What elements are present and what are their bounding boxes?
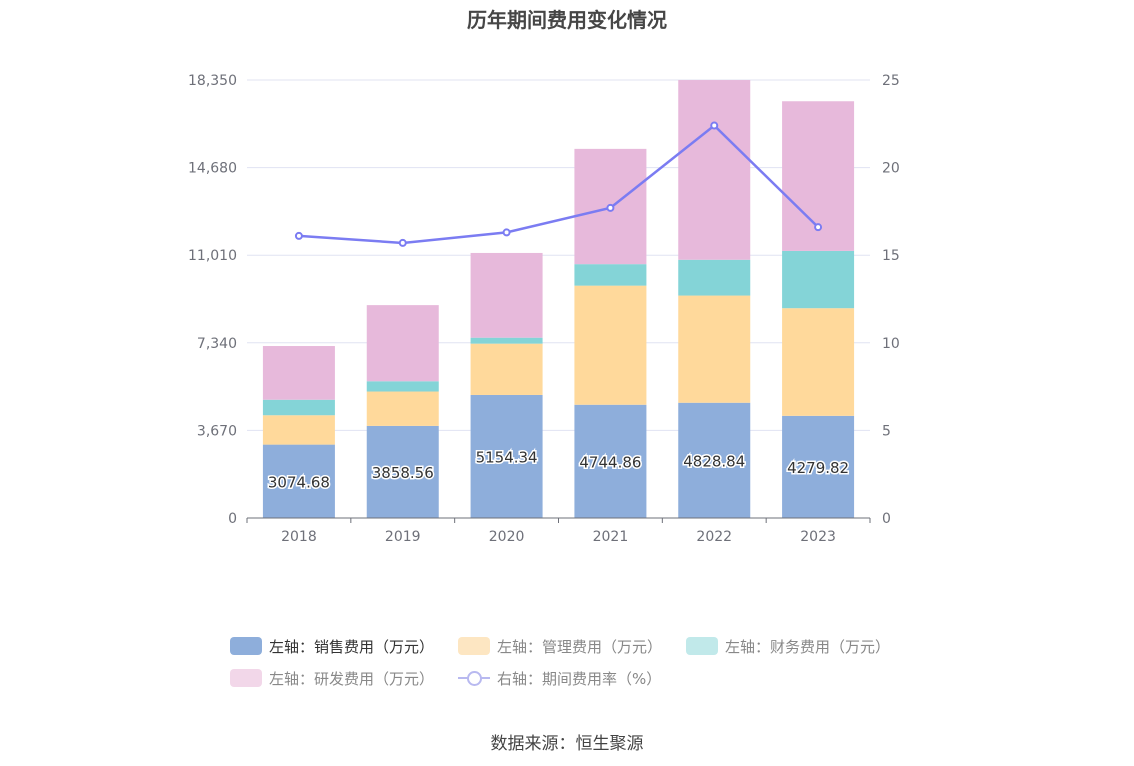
- bar-segment-4: [470, 252, 543, 338]
- expense-rate-line: [298, 123, 819, 245]
- legend-item-admin[interactable]: 左轴：管理费用（万元）: [458, 636, 662, 657]
- bar-segment-2: [574, 285, 647, 405]
- y-left-tick-label: 18,350: [188, 73, 237, 89]
- expense-rate-point: [294, 231, 303, 240]
- bar-data-label: 3858.56: [372, 464, 434, 482]
- legend-item-rnd[interactable]: 左轴：研发费用（万元）: [230, 668, 434, 689]
- bar-segment-4: [262, 346, 335, 400]
- bar-segment-1: [782, 415, 855, 518]
- legend-label-rnd: 左轴：研发费用（万元）: [269, 669, 435, 688]
- y-right-tick-label: 10: [882, 336, 900, 352]
- expense-rate-point: [814, 223, 823, 232]
- bar-segment-1: [574, 404, 647, 518]
- bar-data-label: 4279.82: [787, 459, 849, 477]
- legend-swatch-rnd: [230, 669, 262, 687]
- y-right-tick-label: 25: [882, 73, 900, 89]
- bar-segment-1: [678, 402, 751, 518]
- bar-segment-3: [782, 250, 855, 309]
- bar-data-label: 4744.86: [579, 453, 641, 471]
- legend-label-finance: 左轴：财务费用（万元）: [725, 637, 891, 656]
- y-right-tick-label: 5: [882, 423, 891, 439]
- x-tick-label: 2018: [281, 529, 317, 545]
- bar-segment-1: [366, 425, 439, 518]
- bar-segment-3: [678, 259, 751, 296]
- x-tick-label: 2023: [800, 529, 836, 545]
- y-left-tick-label: 7,340: [197, 336, 237, 352]
- legend-label-admin: 左轴：管理费用（万元）: [497, 637, 663, 656]
- bar-segment-4: [678, 80, 751, 260]
- bar-segment-1: [470, 394, 543, 518]
- bar-segment-2: [782, 308, 855, 416]
- bar-segment-2: [678, 295, 751, 403]
- expense-rate-point: [398, 238, 407, 247]
- y-right-tick-label: 20: [882, 161, 900, 177]
- y-right-tick-label: 0: [882, 511, 891, 527]
- x-tick-label: 2019: [385, 529, 421, 545]
- bar-segment-1: [262, 444, 335, 518]
- bar-segment-4: [366, 305, 439, 382]
- x-tick-label: 2022: [696, 529, 732, 545]
- bar-segment-3: [470, 337, 543, 344]
- legend-item-finance[interactable]: 左轴：财务费用（万元）: [686, 636, 890, 657]
- legend-item-expense-rate[interactable]: 右轴：期间费用率（%）: [458, 668, 661, 689]
- chart-title: 历年期间费用变化情况: [467, 8, 667, 32]
- y-left-tick-label: 14,680: [188, 161, 237, 177]
- legend-swatch-expense-rate: [458, 669, 491, 687]
- legend-item-sales[interactable]: 左轴：销售费用（万元）: [230, 636, 434, 657]
- bar-segment-3: [574, 264, 647, 286]
- expense-rate-point: [606, 203, 615, 212]
- bar-data-label: 4828.84: [683, 452, 745, 470]
- legend-swatch-finance: [686, 637, 719, 655]
- x-tick-label: 2021: [593, 529, 629, 545]
- bar-segment-3: [366, 381, 439, 392]
- bar-data-label: 3074.68: [268, 473, 330, 491]
- legend-label-expense-rate: 右轴：期间费用率（%）: [497, 669, 662, 688]
- y-left-tick-label: 3,670: [197, 423, 237, 439]
- legend-swatch-admin: [458, 637, 491, 655]
- bar-data-label: 5154.34: [476, 448, 538, 466]
- expense-rate-point: [502, 228, 511, 237]
- x-tick-label: 2020: [489, 529, 525, 545]
- y-left-tick-label: 0: [228, 511, 237, 527]
- expense-rate-point: [710, 121, 719, 130]
- legend-label-sales: 左轴：销售费用（万元）: [269, 637, 435, 656]
- chart-legend: 左轴：销售费用（万元） 左轴：管理费用（万元） 左轴：财务费用（万元） 左轴：研…: [230, 630, 930, 694]
- y-right-tick-label: 15: [882, 248, 900, 264]
- legend-swatch-sales: [230, 637, 262, 655]
- bar-segment-2: [366, 391, 439, 426]
- bar-segment-2: [262, 415, 335, 445]
- chart-plot: 0 3,670 7,340 11,010 14,680 18,350 0 5 10 15 20 25 2…: [188, 73, 900, 545]
- y-left-tick-label: 11,010: [188, 248, 237, 264]
- data-source: 数据来源：恒生聚源: [490, 734, 644, 754]
- bar-segment-2: [470, 343, 543, 395]
- bar-segment-3: [262, 399, 335, 416]
